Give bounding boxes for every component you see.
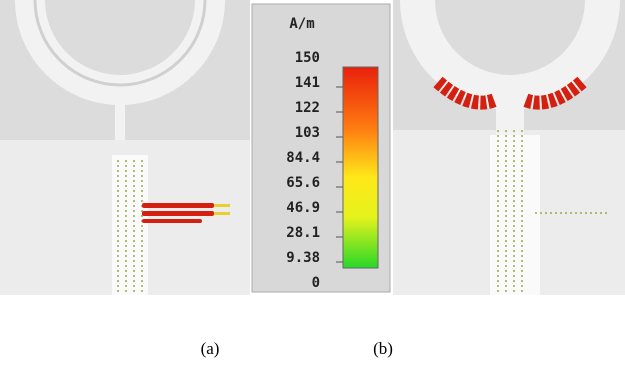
panel-b (393, 0, 625, 295)
figure-svg: A/m 150 141 122 103 84.4 65.6 46.9 28.1 9.38 0 (a… (0, 0, 625, 365)
colorbar-label: 84.4 (286, 150, 320, 166)
colorbar-label: 28.1 (286, 225, 320, 241)
caption: (b) (373, 339, 393, 358)
colorbar-label: 46.9 (286, 200, 320, 216)
panel-a (0, 0, 250, 295)
colorbar-label: 122 (295, 100, 320, 116)
figure: A/m 150 141 122 103 84.4 65.6 46.9 28.1 9.38 0 (a… (0, 0, 625, 365)
colorbar-label: 65.6 (286, 175, 320, 191)
colorbar-label: 141 (295, 75, 320, 91)
colorbar-unit: A/m (289, 16, 314, 32)
colorbar-label: 103 (295, 125, 320, 141)
colorbar-label: 150 (295, 50, 320, 66)
colorbar-label: 9.38 (286, 250, 320, 266)
colorbar (343, 67, 378, 268)
colorbar-label: 0 (312, 275, 320, 291)
caption: (a) (201, 339, 220, 358)
